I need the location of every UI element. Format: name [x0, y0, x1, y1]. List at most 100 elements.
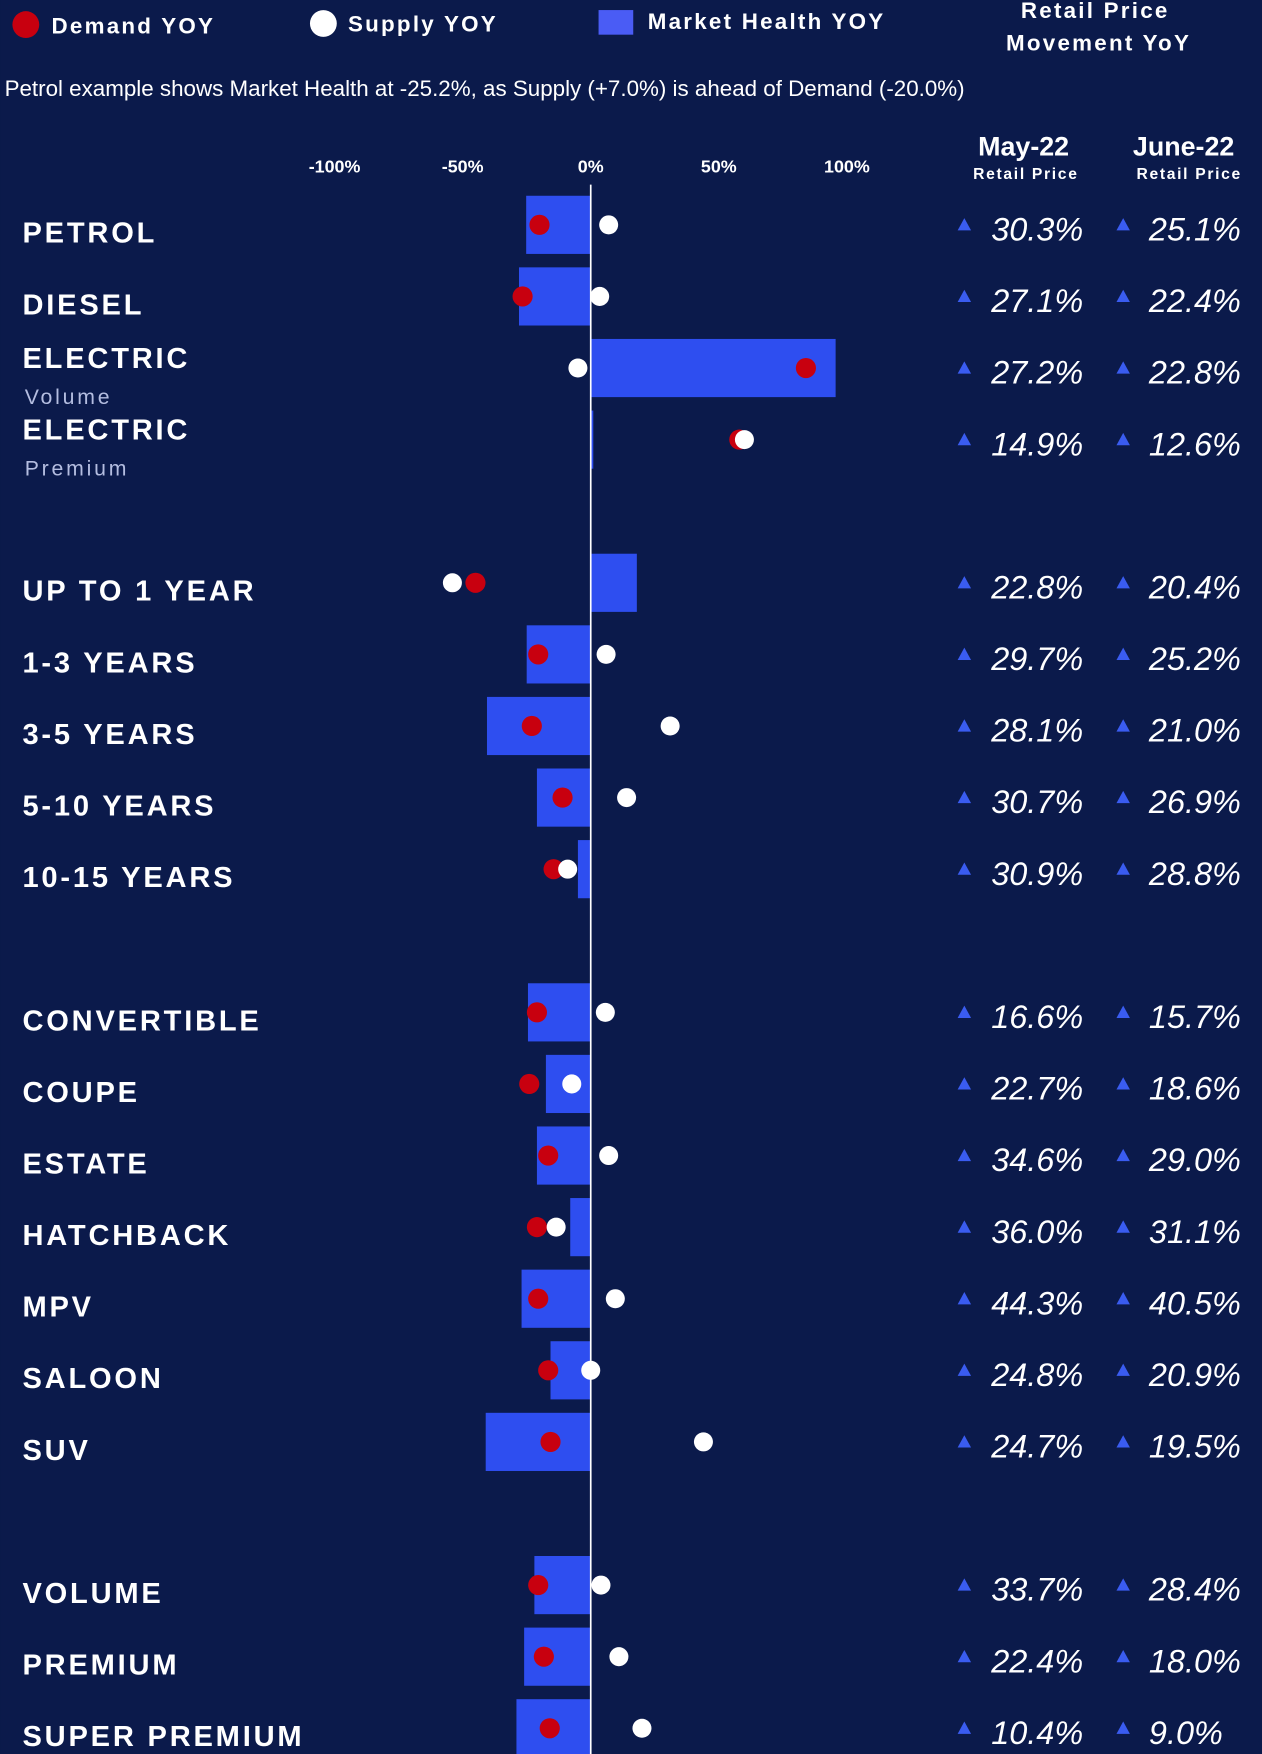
- up-triangle: [1116, 1578, 1130, 1591]
- price-change: 19.5%: [1149, 1429, 1241, 1465]
- row-label: ELECTRIC: [22, 343, 190, 375]
- market-health-bar: [570, 1198, 591, 1257]
- up-triangle: [957, 289, 972, 303]
- legend-supply: Supply YOY: [348, 11, 498, 36]
- up-triangle: [1116, 1292, 1130, 1305]
- price-change: 14.9%: [991, 426, 1083, 462]
- up-triangle: [957, 1077, 972, 1090]
- price-change: 28.8%: [1148, 856, 1241, 892]
- demand-dot: [795, 357, 816, 379]
- up-triangle: [957, 361, 972, 374]
- supply-dot: [660, 716, 680, 736]
- price-change: 18.0%: [1149, 1643, 1241, 1679]
- supply-dot: [617, 788, 637, 808]
- supply-dot: [596, 644, 616, 664]
- column-title: May-22: [978, 131, 1069, 161]
- row-sublabel: Premium: [25, 456, 130, 480]
- row-sublabel: Volume: [25, 385, 113, 409]
- up-triangle: [957, 790, 972, 804]
- row-label: VOLUME: [22, 1578, 163, 1610]
- up-triangle: [1116, 790, 1130, 804]
- supply-dot: [632, 1718, 652, 1738]
- market-health-bar: [590, 338, 836, 398]
- market-health-bar: [485, 1412, 591, 1471]
- row-label: COUPE: [22, 1077, 139, 1109]
- row-label: ESTATE: [22, 1148, 149, 1180]
- column-title: June-22: [1133, 131, 1234, 161]
- demand-dot: [539, 1718, 560, 1739]
- row-label: PREMIUM: [22, 1650, 179, 1682]
- row-label: UP TO 1 YEAR: [22, 576, 256, 608]
- price-change: 31.1%: [1149, 1214, 1241, 1250]
- demand-dot: [543, 859, 564, 880]
- up-triangle: [957, 218, 972, 231]
- price-change: 25.1%: [1148, 212, 1241, 248]
- price-change: 26.9%: [1148, 784, 1241, 820]
- price-change: 22.8%: [990, 569, 1083, 605]
- demand-dot: [521, 715, 542, 737]
- row-label: 1-3 YEARS: [22, 647, 197, 679]
- price-change: 29.0%: [1148, 1142, 1241, 1178]
- demand-dot: [529, 214, 550, 235]
- up-triangle: [957, 1148, 972, 1162]
- price-change: 12.6%: [1149, 426, 1241, 462]
- up-triangle: [1116, 361, 1130, 374]
- price-change: 22.4%: [990, 1643, 1083, 1679]
- supply-dot: [558, 859, 578, 879]
- up-triangle: [957, 1292, 972, 1305]
- column-subtitle: Retail Price: [1136, 166, 1241, 183]
- up-triangle: [1116, 647, 1130, 660]
- demand-dot: [512, 286, 533, 307]
- up-triangle: [1116, 432, 1130, 446]
- up-triangle: [957, 647, 972, 660]
- supply-dot: [562, 1074, 582, 1094]
- supply-dot: [595, 1002, 615, 1022]
- up-triangle: [1116, 289, 1130, 303]
- up-triangle: [1116, 1005, 1130, 1018]
- price-change: 30.7%: [991, 784, 1083, 820]
- legend-demand-marker: [12, 11, 40, 39]
- column-subtitle: Retail Price: [973, 166, 1078, 183]
- price-change: 28.4%: [1148, 1572, 1241, 1608]
- price-change: 24.8%: [990, 1357, 1083, 1393]
- supply-dot: [599, 1146, 619, 1166]
- up-triangle: [957, 1435, 972, 1448]
- up-triangle: [957, 1721, 972, 1734]
- legend-demand: Demand YOY: [52, 14, 216, 39]
- price-change: 10.4%: [991, 1715, 1083, 1751]
- x-tick-label: -50%: [442, 156, 484, 176]
- supply-dot: [590, 286, 610, 306]
- price-change: 18.6%: [1149, 1071, 1241, 1107]
- supply-dot: [609, 1647, 629, 1667]
- price-change: 25.2%: [1148, 641, 1241, 677]
- demand-dot: [526, 1217, 548, 1238]
- up-triangle: [957, 1005, 972, 1018]
- up-triangle: [1116, 1077, 1130, 1090]
- legend-price-header: Movement YoY: [1006, 30, 1191, 55]
- demand-dot: [538, 1360, 559, 1381]
- x-tick-label: 50%: [701, 156, 737, 176]
- price-change: 40.5%: [1149, 1285, 1241, 1321]
- demand-dot: [526, 1002, 548, 1023]
- row-label: SALOON: [22, 1363, 163, 1395]
- up-triangle: [1116, 1148, 1130, 1162]
- legend-price-header: Retail Price: [1021, 0, 1170, 23]
- x-tick-label: -100%: [309, 156, 361, 176]
- price-change: 15.7%: [1149, 999, 1241, 1035]
- demand-dot: [538, 1145, 559, 1166]
- up-triangle: [957, 1649, 972, 1663]
- price-change: 44.3%: [991, 1285, 1083, 1321]
- supply-dot: [546, 1217, 566, 1237]
- price-change: 21.0%: [1148, 713, 1241, 749]
- price-change: 22.8%: [1148, 355, 1241, 391]
- supply-dot: [693, 1432, 713, 1452]
- row-label: CONVERTIBLE: [22, 1005, 261, 1037]
- up-triangle: [957, 1578, 972, 1591]
- legend-supply-marker: [309, 10, 337, 37]
- market-health-bar: [590, 410, 594, 469]
- supply-dot: [605, 1289, 625, 1309]
- price-change: 36.0%: [991, 1214, 1083, 1250]
- supply-dot: [591, 1575, 611, 1595]
- price-change: 30.9%: [991, 856, 1083, 892]
